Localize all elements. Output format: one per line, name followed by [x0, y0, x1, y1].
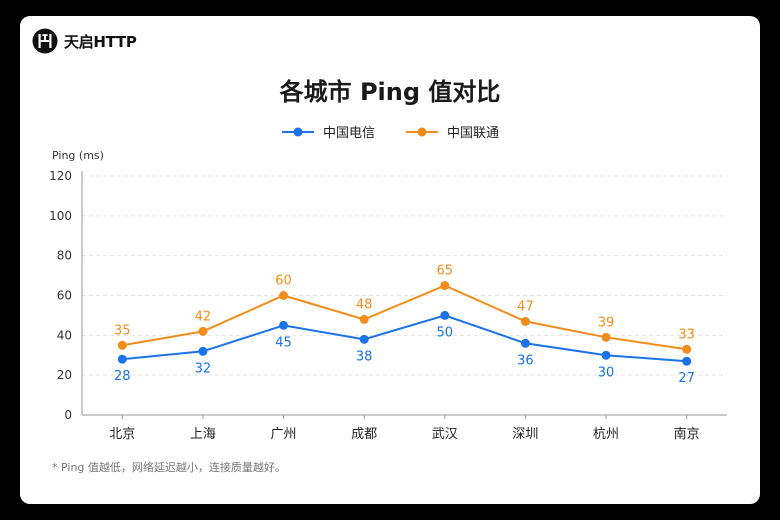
series-0-label-2: 45 — [275, 335, 292, 350]
series-1-label-2: 60 — [275, 274, 292, 289]
series-0-label-7: 27 — [678, 371, 695, 386]
series-1-label-1: 42 — [195, 309, 212, 324]
series-1-point-1 — [198, 326, 208, 336]
series-1-label-6: 39 — [598, 315, 615, 330]
series-0-point-0 — [117, 354, 127, 364]
y-tick-label-60: 60 — [57, 289, 72, 303]
series-1-label-3: 48 — [356, 297, 373, 312]
y-axis-title: Ping (ms) — [52, 149, 104, 162]
series-0-label-5: 36 — [517, 353, 534, 368]
legend-unicom-swatch — [406, 127, 438, 136]
x-tick-label-5: 深圳 — [512, 427, 538, 442]
series-1-point-3 — [359, 314, 369, 324]
x-tick-label-7: 南京 — [674, 426, 700, 442]
chart-card: 天启HTTP 各城市 Ping 值对比 中国电信 中国联通 Ping (ms) 0… — [20, 16, 760, 504]
y-tick-label-40: 40 — [57, 328, 72, 342]
th-monogram-logo — [32, 28, 58, 54]
footnote: * Ping 值越低，网络延迟越小，连接质量越好。 — [52, 461, 286, 474]
legend-telecom-swatch — [281, 127, 314, 136]
series-0-point-6 — [601, 350, 611, 360]
x-tick-label-2: 广州 — [271, 427, 297, 442]
series-1-point-0 — [117, 340, 127, 350]
brand-name: 天启HTTP — [64, 32, 137, 51]
series-1-label-7: 33 — [678, 327, 695, 342]
x-tick-label-4: 武汉 — [432, 427, 458, 442]
legend-item-unicom[interactable]: 中国联通 — [405, 122, 499, 141]
series-0-point-5 — [520, 338, 530, 348]
legend-telecom-label: 中国电信 — [322, 126, 375, 141]
series-0-label-1: 32 — [195, 361, 212, 376]
brand: 天启HTTP — [32, 28, 137, 54]
line-chart: Ping (ms) 0 20 40 60 80 100 120 北京 上海 广州 成都 武汉 深圳 杭州 南京… — [49, 149, 727, 442]
series-1-point-4 — [440, 281, 450, 291]
series-0-label-3: 38 — [356, 349, 373, 364]
series-0-point-4 — [440, 310, 450, 320]
y-tick-label-20: 20 — [57, 368, 72, 382]
series-0-label-0: 28 — [114, 369, 131, 384]
series-1-point-2 — [279, 291, 289, 300]
series-line-1 — [122, 284, 687, 351]
series-1-label-4: 65 — [437, 264, 454, 279]
y-tick-label-120: 120 — [49, 169, 72, 183]
series-line-0 — [122, 314, 687, 363]
x-tick-label-1: 上海 — [190, 427, 216, 442]
series-0-point-3 — [359, 334, 369, 344]
series-1-point-7 — [682, 344, 692, 354]
series-0-point-7 — [682, 356, 692, 366]
legend-item-telecom[interactable]: 中国电信 — [281, 122, 375, 141]
x-tick-label-0: 北京 — [109, 427, 135, 442]
legend-unicom-label: 中国联通 — [447, 126, 500, 141]
series-1-label-5: 47 — [517, 299, 534, 314]
y-tick-label-0: 0 — [64, 408, 72, 422]
y-tick-label-100: 100 — [49, 209, 72, 223]
x-tick-label-3: 成都 — [351, 427, 377, 442]
series-0-point-2 — [279, 320, 289, 330]
chart-legend: 中国电信 中国联通 — [20, 122, 760, 141]
y-tick-label-80: 80 — [57, 249, 72, 263]
series-0-point-1 — [198, 346, 208, 356]
series-1-point-6 — [601, 332, 611, 342]
series-1-label-0: 35 — [114, 323, 131, 338]
series-1-point-5 — [520, 316, 530, 326]
series-0-label-6: 30 — [598, 365, 615, 380]
x-tick-label-6: 杭州 — [593, 427, 619, 442]
chart-title: 各城市 Ping 值对比 — [279, 78, 501, 106]
series-0-label-4: 50 — [437, 325, 454, 340]
